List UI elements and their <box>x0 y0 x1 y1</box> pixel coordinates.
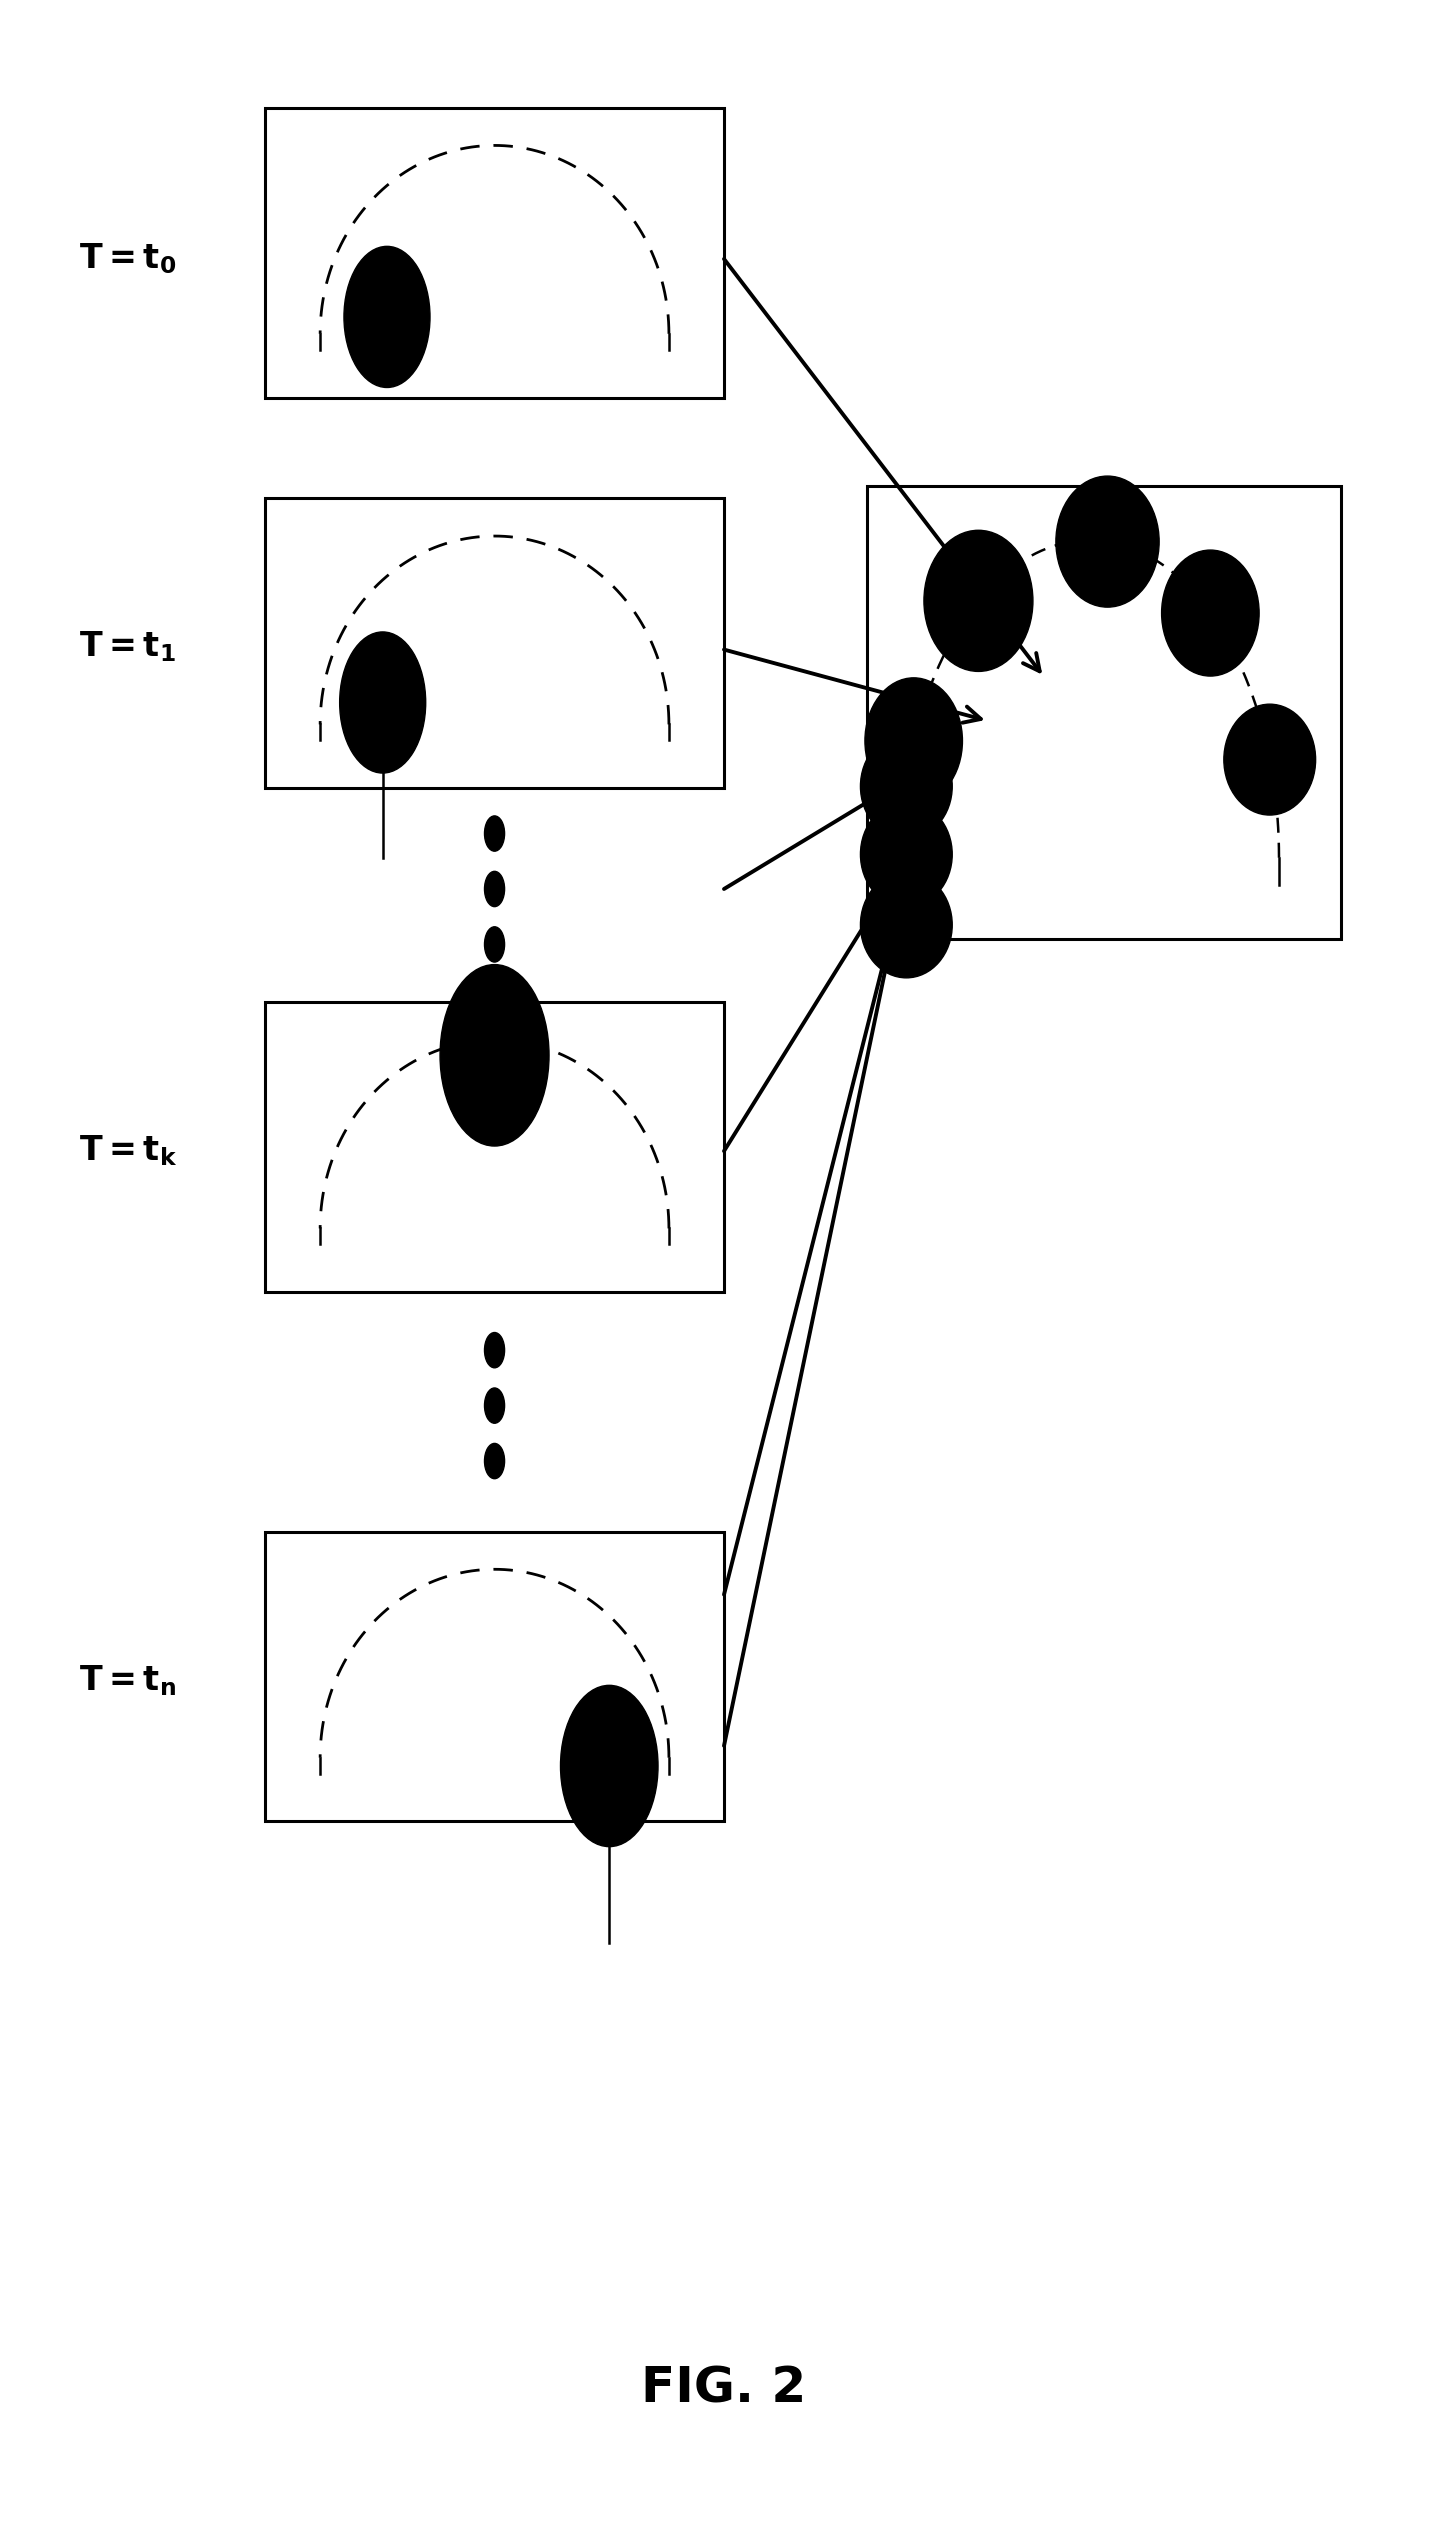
Ellipse shape <box>345 246 430 388</box>
Bar <box>265 109 724 398</box>
Circle shape <box>485 1389 504 1424</box>
Bar <box>265 1003 724 1292</box>
Ellipse shape <box>1224 704 1316 816</box>
Circle shape <box>485 1333 504 1368</box>
Ellipse shape <box>860 801 953 907</box>
Text: $\mathbf{T{=}t_{n}}$: $\mathbf{T{=}t_{n}}$ <box>78 1662 175 1698</box>
Circle shape <box>485 816 504 851</box>
Bar <box>867 487 1341 940</box>
Ellipse shape <box>560 1685 657 1847</box>
Ellipse shape <box>860 732 953 839</box>
Text: $\mathbf{T{=}t_{k}}$: $\mathbf{T{=}t_{k}}$ <box>78 1133 177 1168</box>
Ellipse shape <box>340 631 426 773</box>
Ellipse shape <box>1161 550 1260 677</box>
Text: $\mathbf{T{=}t_{0}}$: $\mathbf{T{=}t_{0}}$ <box>78 241 175 276</box>
Text: $\mathbf{T{=}t_{1}}$: $\mathbf{T{=}t_{1}}$ <box>78 631 175 664</box>
Bar <box>265 499 724 788</box>
Ellipse shape <box>1056 476 1160 608</box>
Ellipse shape <box>864 677 963 803</box>
Text: FIG. 2: FIG. 2 <box>641 2364 807 2412</box>
Bar <box>265 1531 724 1822</box>
Ellipse shape <box>924 530 1032 672</box>
Ellipse shape <box>440 965 549 1145</box>
Circle shape <box>485 1444 504 1480</box>
Circle shape <box>485 927 504 963</box>
Circle shape <box>485 872 504 907</box>
Ellipse shape <box>860 872 953 978</box>
